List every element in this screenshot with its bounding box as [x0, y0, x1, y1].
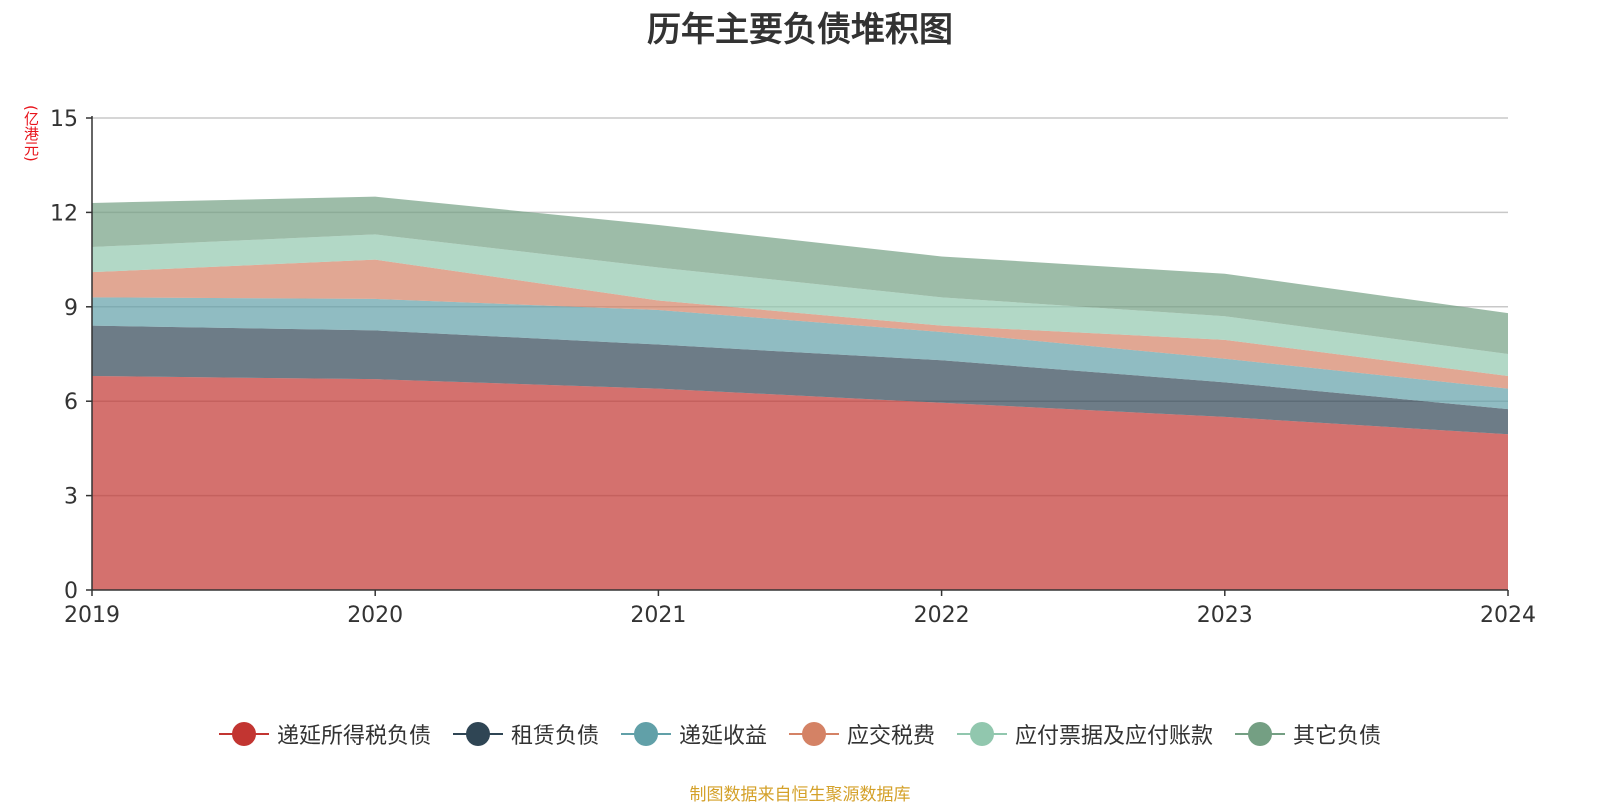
legend-marker-icon [789, 721, 839, 747]
area-series-1 [92, 325, 1508, 435]
chart-title: 历年主要负债堆积图 [647, 10, 953, 50]
axes: 0 3 6 9 12 15 2019 2020 2021 2022 2023 2024 [50, 107, 1536, 628]
legend-item[interactable]: 其它负债 [1235, 718, 1381, 750]
legend-item[interactable]: 递延所得税负债 [218, 718, 431, 750]
area-series-3 [92, 259, 1508, 389]
x-tick-label: 2019 [64, 603, 120, 628]
legend-item[interactable]: 应交税费 [789, 718, 935, 750]
x-tick-label: 2023 [1197, 603, 1253, 628]
y-tick-label: 0 [64, 579, 78, 604]
area-series-5 [92, 196, 1508, 354]
legend: 递延所得税负债 租赁负债 递延收益 应交税费 应付票据及应付账款 其它负债 [0, 718, 1600, 750]
legend-marker-icon [957, 721, 1008, 747]
legend-item[interactable]: 递延收益 [620, 718, 767, 750]
y-tick-label: 9 [64, 296, 78, 321]
legend-marker-icon [218, 721, 269, 747]
data-source-note: 制图数据来自恒生聚源数据库 [689, 785, 911, 805]
y-tick-label: 3 [64, 485, 78, 510]
legend-marker-icon [620, 721, 671, 747]
legend-marker-icon [452, 721, 503, 747]
y-tick-label: 12 [50, 201, 78, 226]
area-series-0 [92, 376, 1508, 590]
legend-label: 递延所得税负债 [276, 724, 431, 749]
legend-label: 租赁负债 [510, 724, 599, 749]
legend-label: 其它负债 [1293, 724, 1382, 749]
legend-label: 应交税费 [847, 724, 936, 749]
area-series-2 [92, 297, 1508, 410]
legend-label: 递延收益 [678, 724, 767, 749]
x-tick-label: 2020 [347, 603, 403, 628]
stacked-areas [92, 196, 1508, 590]
y-tick-label: 6 [64, 390, 78, 415]
legend-item[interactable]: 应付票据及应付账款 [957, 718, 1213, 750]
legend-item[interactable]: 租赁负债 [452, 718, 599, 750]
area-series-4 [92, 234, 1508, 377]
x-tick-label: 2022 [914, 603, 970, 628]
x-tick-label: 2024 [1480, 603, 1536, 628]
legend-label: 应付票据及应付账款 [1015, 724, 1214, 749]
legend-marker-icon [1235, 721, 1286, 747]
y-tick-label: 15 [50, 107, 78, 132]
x-tick-label: 2021 [630, 603, 686, 628]
y-axis-unit-label: (亿港元) [22, 105, 40, 162]
